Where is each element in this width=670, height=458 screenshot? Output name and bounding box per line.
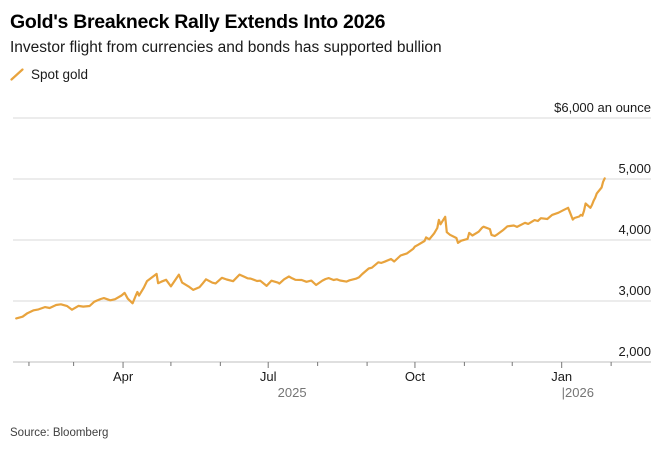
year-label: 2025 — [278, 385, 307, 400]
x-tick-label: Apr — [113, 369, 134, 384]
y-tick-label: 2,000 — [618, 344, 651, 359]
y-tick-label: 4,000 — [618, 222, 651, 237]
legend-label-spot-gold: Spot gold — [31, 67, 89, 82]
y-axis-unit-label: $6,000 an ounce — [554, 100, 651, 115]
legend: Spot gold — [10, 67, 88, 82]
x-tick-label: Oct — [405, 369, 426, 384]
x-tick-label: Jul — [260, 369, 277, 384]
chart-subtitle: Investor flight from currencies and bond… — [10, 39, 442, 56]
x-axis — [13, 361, 651, 368]
spot-gold-line — [15, 177, 606, 320]
chart-title: Gold's Breakneck Rally Extends Into 2026 — [10, 11, 386, 33]
axis-labels: 2,000 3,000 4,000 5,000 $6,000 an ounce Apr Ju… — [113, 100, 651, 400]
year-label: |2026 — [562, 385, 594, 400]
slash-icon — [10, 68, 24, 81]
source-note: Source: Bloomberg — [10, 427, 109, 439]
y-tick-label: 3,000 — [618, 283, 651, 298]
gridlines — [13, 117, 651, 302]
x-tick-label: Jan — [551, 369, 572, 384]
y-tick-label: 5,000 — [618, 161, 651, 176]
